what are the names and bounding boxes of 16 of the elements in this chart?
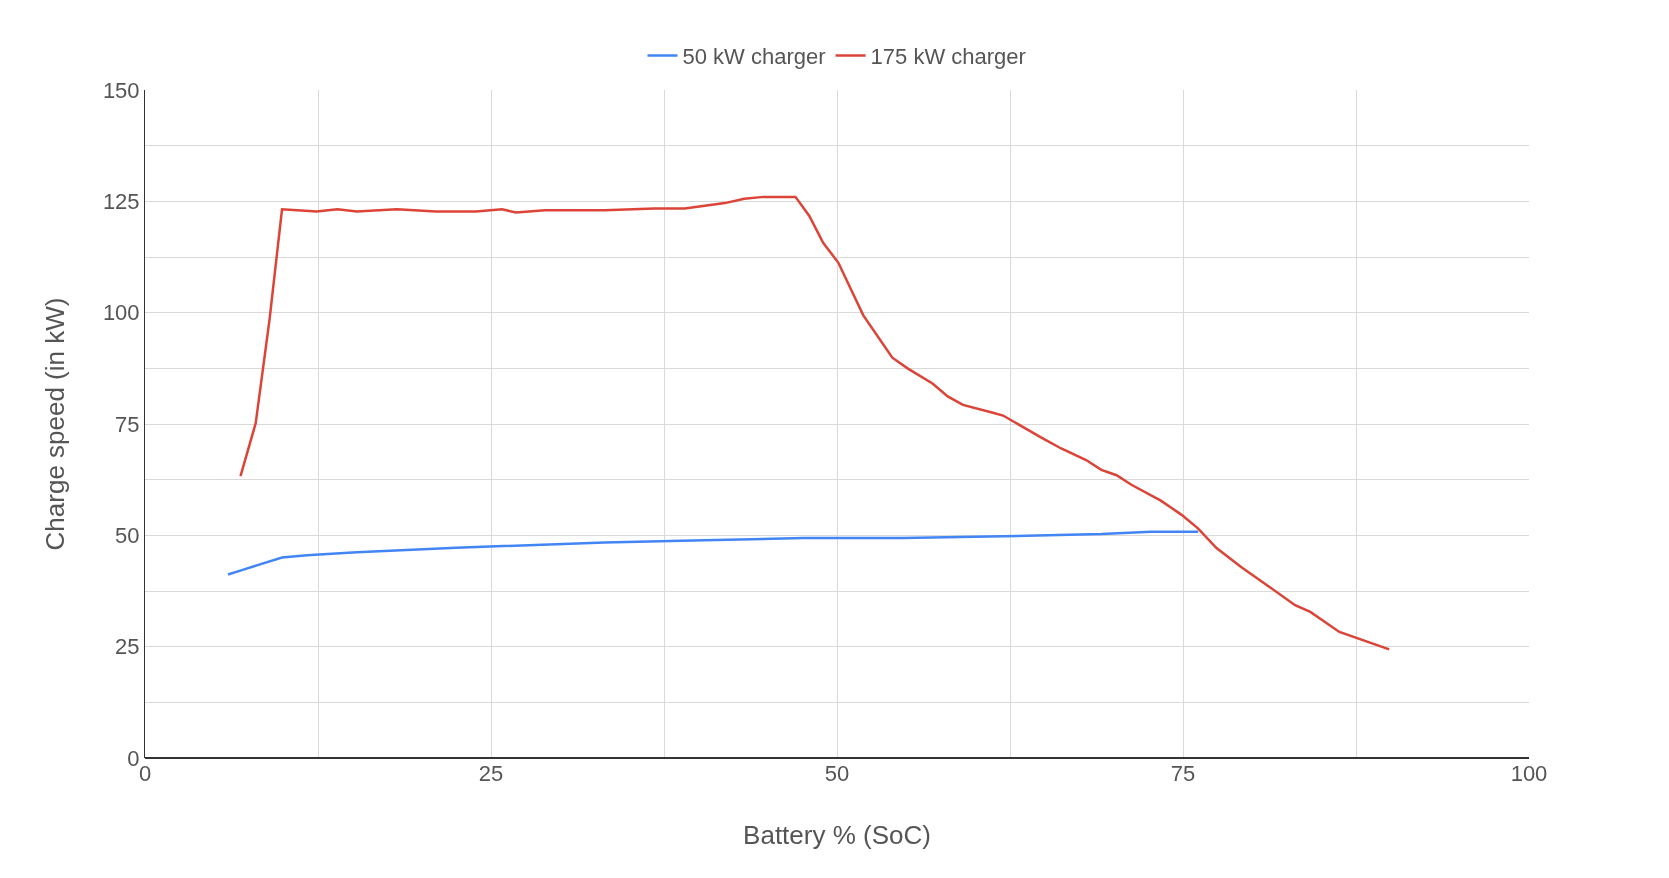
y-tick-label: 25 <box>115 634 140 660</box>
x-axis-title: Battery % (SoC) <box>743 819 931 850</box>
x-tick-label: 50 <box>824 761 850 786</box>
y-tick-label: 125 <box>102 189 140 215</box>
legend-label: 50 kW charger <box>682 44 826 70</box>
legend-label: 175 kW charger <box>870 44 1026 70</box>
y-tick-label: 100 <box>102 300 140 326</box>
line-series <box>226 530 1200 576</box>
line-series <box>239 195 1391 651</box>
x-tick-label: 75 <box>1170 761 1196 786</box>
x-tick-label: 25 <box>478 761 504 786</box>
y-tick-label: 150 <box>102 77 140 103</box>
y-tick-label: 50 <box>115 523 140 549</box>
x-tick-label: 100 <box>1510 761 1548 786</box>
y-axis-title: Charge speed (in kW) <box>40 297 71 551</box>
y-tick-label: 75 <box>115 411 140 437</box>
